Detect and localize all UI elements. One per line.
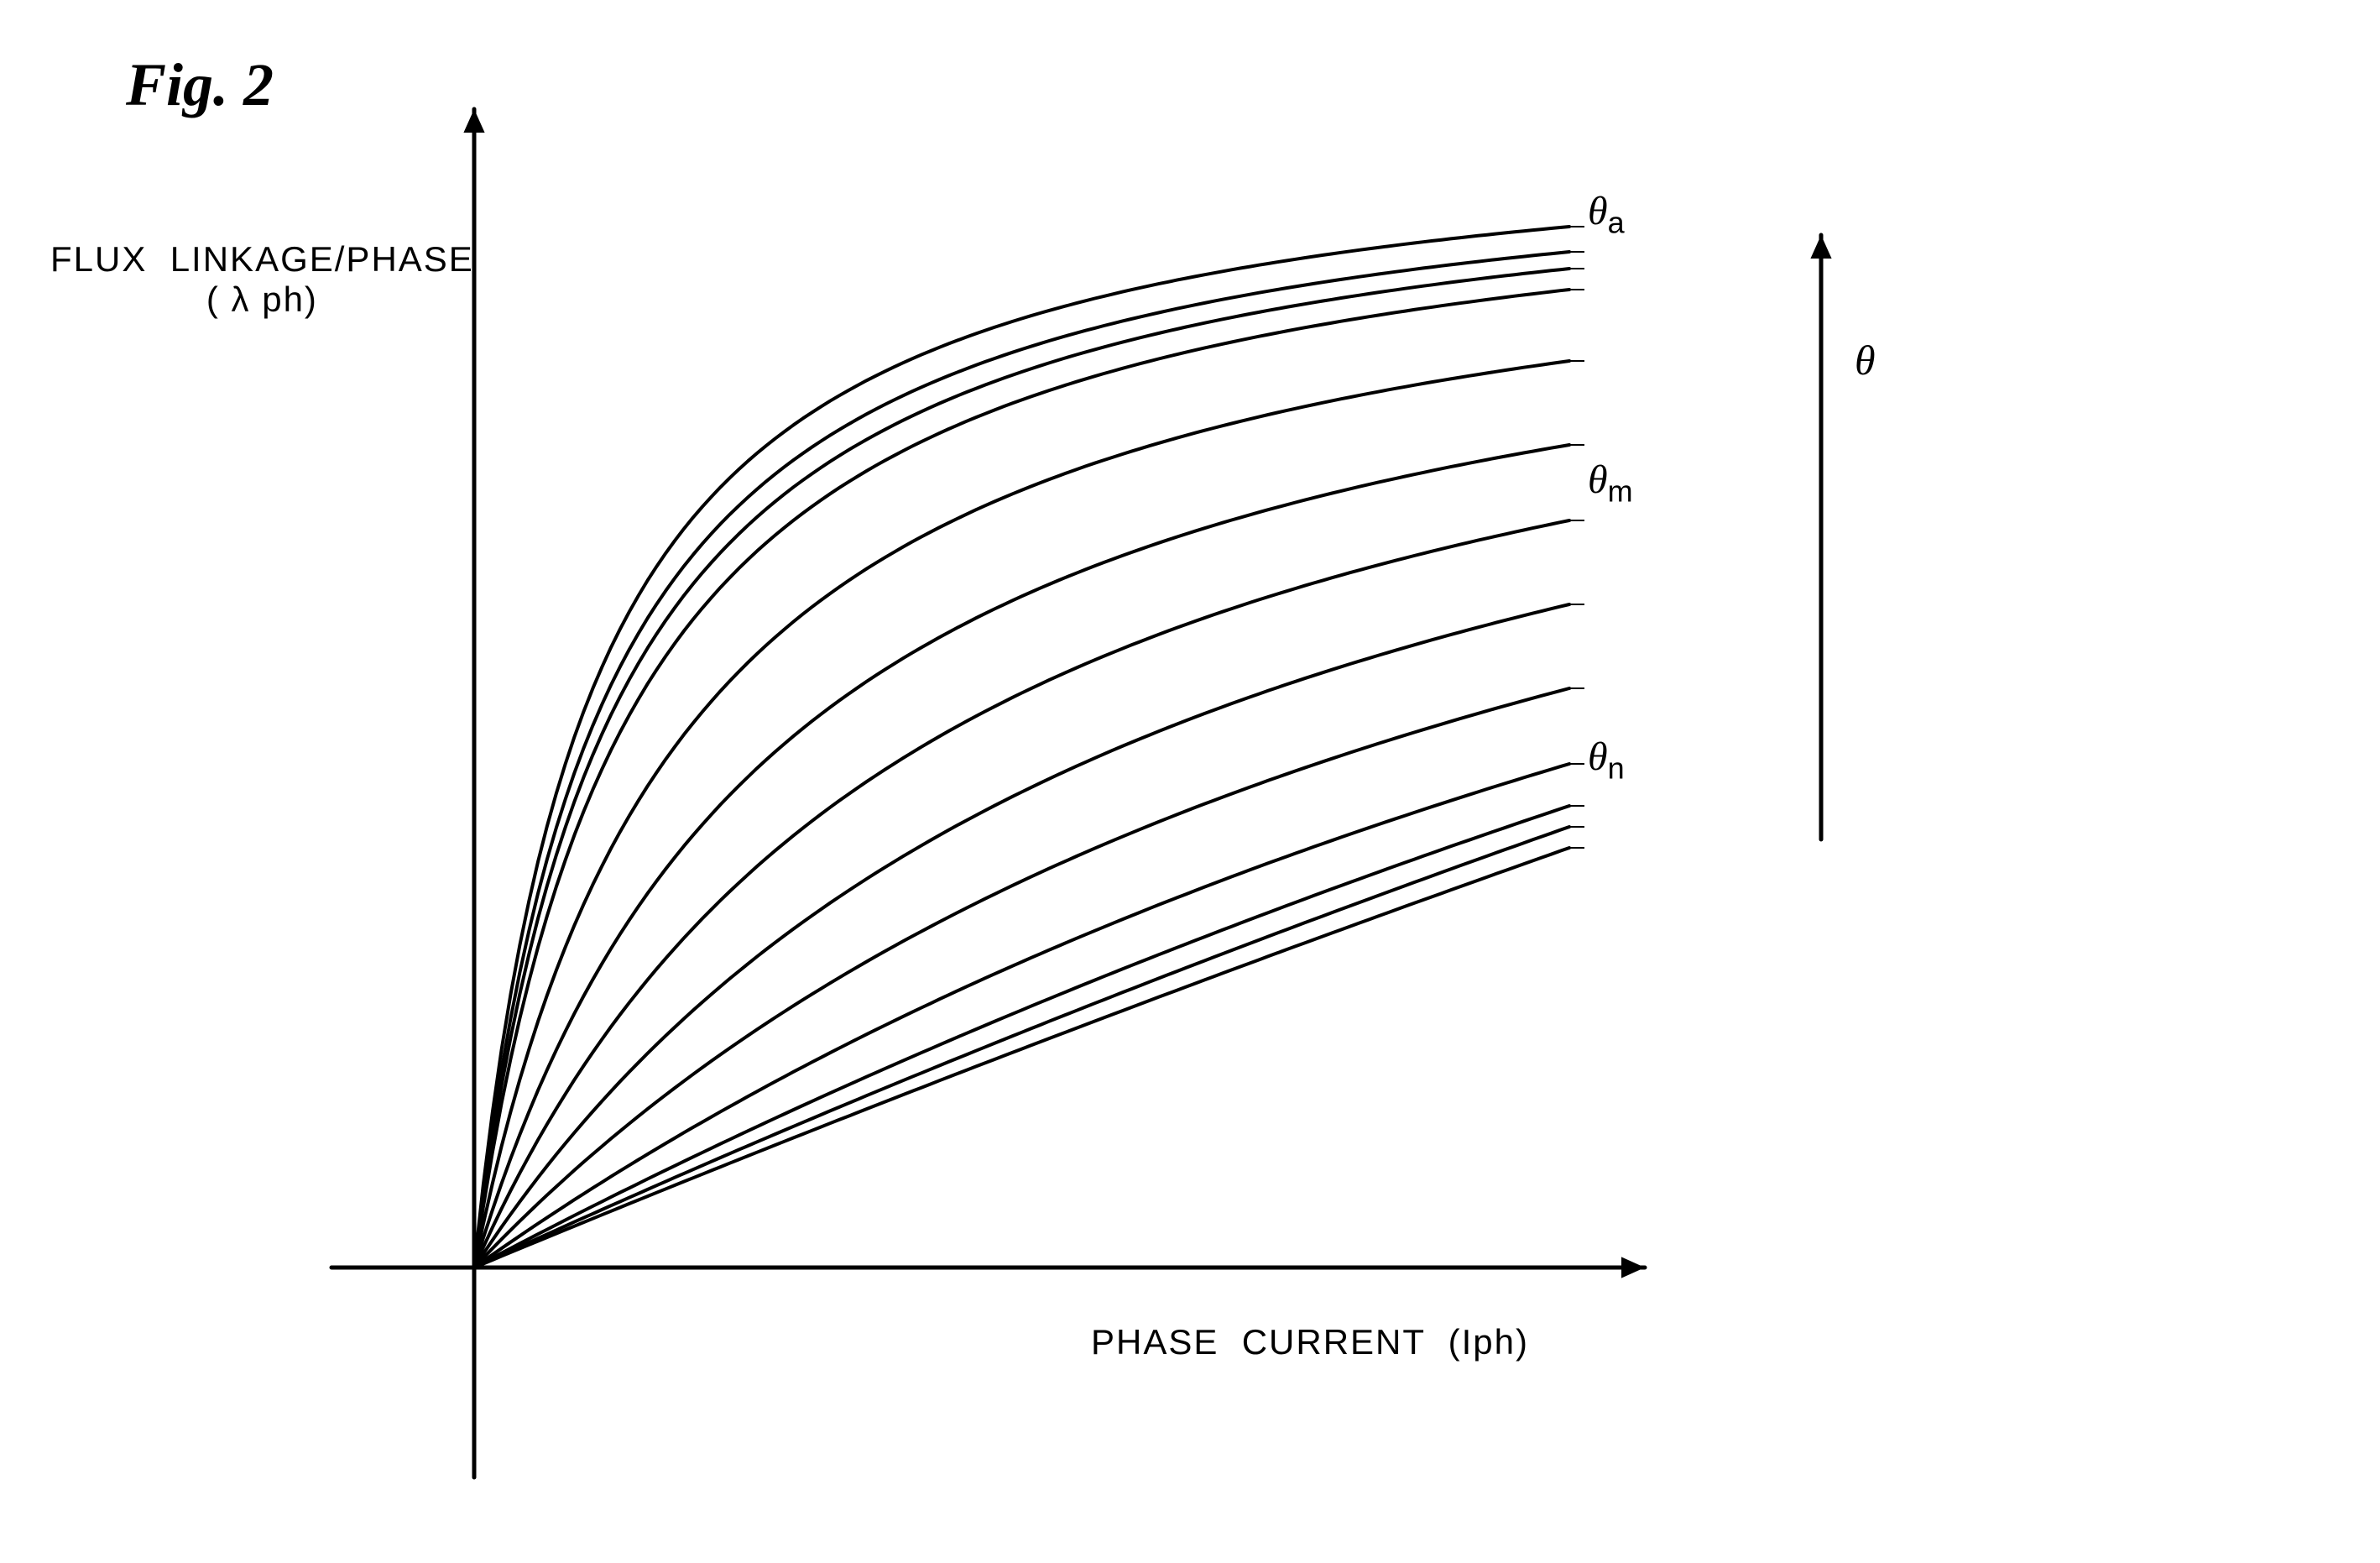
flux-linkage-chart [0, 0, 2380, 1563]
figure-container: Fig. 2 FLUX LINKAGE/PHASE ( λ ph) PHASE … [0, 0, 2380, 1563]
curve-label-theta-n: θn [1588, 734, 1625, 787]
curve-label-theta-a: θa [1588, 188, 1625, 241]
curve-label-theta-m: θm [1588, 457, 1633, 510]
